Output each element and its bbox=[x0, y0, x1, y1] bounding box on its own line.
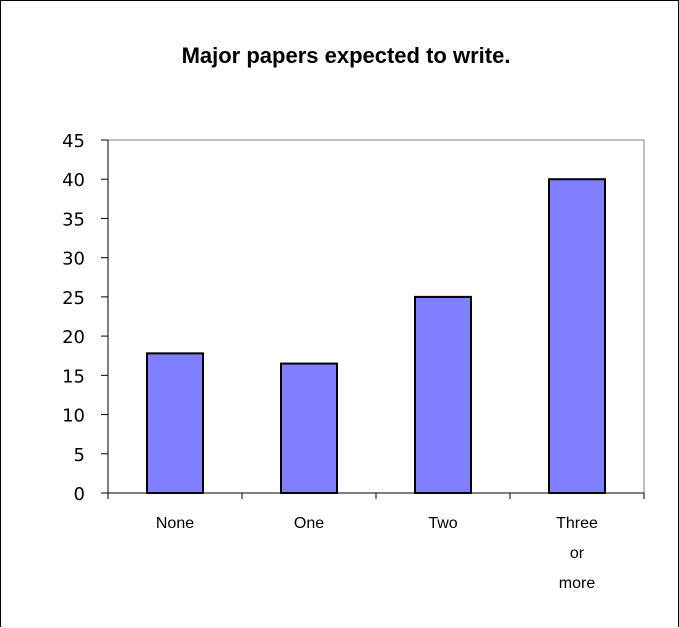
bar bbox=[280, 362, 338, 495]
x-tick-label: None bbox=[156, 515, 194, 532]
bar bbox=[548, 178, 606, 494]
y-tick-label: 25 bbox=[62, 288, 85, 309]
y-tick-label: 15 bbox=[62, 366, 85, 387]
bar bbox=[414, 295, 472, 494]
y-tick-label: 40 bbox=[62, 170, 85, 191]
y-tick-label: 45 bbox=[62, 131, 85, 152]
x-tick-label: more bbox=[559, 575, 596, 592]
y-tick-label: 35 bbox=[62, 209, 85, 230]
y-tick-label: 0 bbox=[74, 484, 85, 505]
bar bbox=[146, 352, 204, 494]
plot-area: 0 5 10 15 20 25 30 35 40 45 None One Two Three or more bbox=[62, 131, 645, 592]
x-tick-label: Three bbox=[556, 515, 598, 532]
y-tick-label: 5 bbox=[74, 445, 85, 466]
chart-title: Major papers expected to write. bbox=[182, 43, 511, 68]
x-tick-label: One bbox=[294, 515, 324, 532]
y-tick-label: 20 bbox=[62, 327, 85, 348]
x-tick-label: Two bbox=[428, 515, 457, 532]
y-tick-label: 30 bbox=[62, 249, 85, 270]
y-tick-label: 10 bbox=[62, 406, 85, 427]
x-tick-label: or bbox=[570, 545, 585, 562]
